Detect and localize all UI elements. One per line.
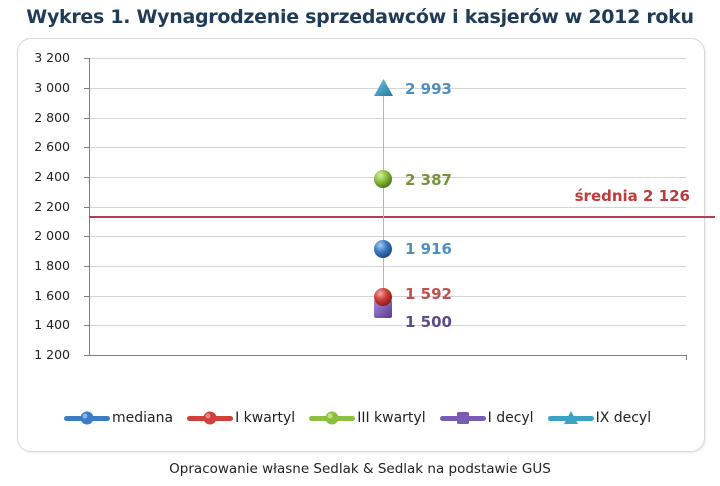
x-axis-tick xyxy=(686,355,687,360)
legend-label: I decyl xyxy=(487,410,534,426)
y-tick-label: 1 400 xyxy=(34,317,70,332)
square-marker-icon xyxy=(456,412,469,424)
y-tick-mark xyxy=(84,296,89,297)
data-label-mediana: 1 916 xyxy=(405,240,452,258)
legend-item-mediana: mediana xyxy=(64,410,173,426)
y-tick-label: 2 200 xyxy=(34,199,70,214)
y-tick-mark xyxy=(84,177,89,178)
gridline xyxy=(89,266,686,267)
y-axis xyxy=(89,58,90,356)
triangle-marker-icon xyxy=(563,411,578,424)
range-connector-line xyxy=(383,89,384,310)
data-label-i-kwartyl: 1 592 xyxy=(405,285,452,303)
y-tick-label: 2 800 xyxy=(34,110,70,125)
circle-marker-icon xyxy=(374,170,392,188)
gridline xyxy=(89,118,686,119)
legend-label: IX decyl xyxy=(595,410,652,426)
y-tick-label: 2 400 xyxy=(34,169,70,184)
data-label-ix-decyl: 2 993 xyxy=(405,80,452,98)
y-tick-mark xyxy=(84,118,89,119)
y-tick-mark xyxy=(84,355,89,356)
triangle-marker-icon xyxy=(374,79,393,96)
circle-marker-icon xyxy=(80,411,94,425)
y-tick-label: 1 600 xyxy=(34,288,70,303)
chart-title: Wykres 1. Wynagrodzenie sprzedawców i ka… xyxy=(26,6,694,28)
legend-label: I kwartyl xyxy=(235,410,296,426)
legend-item-iii-kwartyl: III kwartyl xyxy=(309,410,426,426)
y-tick-mark xyxy=(84,266,89,267)
data-label-i-decyl: 1 500 xyxy=(405,313,452,331)
circle-marker-icon xyxy=(374,240,392,258)
average-line xyxy=(89,216,715,218)
data-label-iii-kwartyl: 2 387 xyxy=(405,171,452,189)
legend-item-i-kwartyl: I kwartyl xyxy=(187,410,295,426)
y-tick-label: 3 200 xyxy=(34,50,70,65)
legend: mediana I kwartyl III kwartyl I decyl IX… xyxy=(64,410,665,426)
source-caption: Opracowanie własne Sedlak & Sedlak na po… xyxy=(169,461,551,477)
y-tick-label: 2 600 xyxy=(34,139,70,154)
gridline xyxy=(89,236,686,237)
average-label: średnia 2 126 xyxy=(574,187,690,205)
x-axis xyxy=(89,355,686,356)
circle-marker-icon xyxy=(325,411,339,425)
y-tick-label: 1 200 xyxy=(34,347,70,362)
y-tick-label: 1 800 xyxy=(34,258,70,273)
gridline xyxy=(89,207,686,208)
gridline xyxy=(89,325,686,326)
y-tick-mark xyxy=(84,325,89,326)
legend-label: mediana xyxy=(112,410,174,426)
y-tick-mark xyxy=(84,207,89,208)
chart-frame xyxy=(17,38,705,452)
legend-item-i-decyl: I decyl xyxy=(439,410,534,426)
y-tick-mark xyxy=(84,88,89,89)
circle-marker-icon xyxy=(374,288,392,306)
y-tick-label: 2 000 xyxy=(34,228,70,243)
legend-item-ix-decyl: IX decyl xyxy=(547,410,652,426)
y-tick-label: 3 000 xyxy=(34,80,70,95)
legend-label: III kwartyl xyxy=(357,410,426,426)
circle-marker-icon xyxy=(203,411,217,425)
gridline xyxy=(89,58,686,59)
y-tick-mark xyxy=(84,58,89,59)
y-tick-mark xyxy=(84,147,89,148)
y-tick-mark xyxy=(84,236,89,237)
gridline xyxy=(89,147,686,148)
